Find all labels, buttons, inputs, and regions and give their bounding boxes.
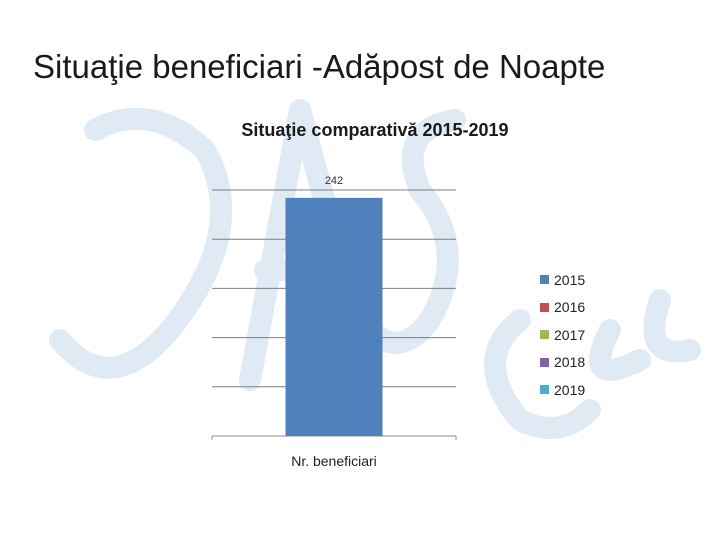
slide-title: Situaţie beneficiari -Adăpost de Noapte bbox=[33, 48, 606, 85]
legend-item-2017: 2017 bbox=[540, 321, 585, 349]
data-label: 242 bbox=[325, 175, 343, 187]
legend-swatch bbox=[540, 330, 549, 340]
legend: 2015 2016 2017 2018 2019 bbox=[540, 266, 585, 404]
category-label: Nr. beneficiari bbox=[291, 453, 377, 469]
legend-item-2018: 2018 bbox=[540, 349, 585, 377]
data-labels: 242 bbox=[325, 175, 343, 187]
legend-label: 2016 bbox=[554, 299, 586, 316]
legend-swatch bbox=[540, 385, 549, 395]
legend-swatch bbox=[540, 357, 549, 367]
legend-label: 2018 bbox=[554, 354, 586, 371]
legend-swatch bbox=[540, 275, 549, 285]
legend-item-2019: 2019 bbox=[540, 376, 585, 404]
category-labels: Nr. beneficiari bbox=[291, 453, 377, 469]
legend-label: 2015 bbox=[554, 271, 586, 288]
bar-2015 bbox=[285, 197, 383, 436]
legend-label: 2017 bbox=[554, 326, 586, 343]
legend-swatch bbox=[540, 302, 549, 312]
legend-item-2016: 2016 bbox=[540, 294, 585, 322]
bars bbox=[285, 197, 383, 436]
legend-label: 2019 bbox=[554, 381, 586, 398]
chart-title: Situaţie comparativă 2015-2019 bbox=[241, 120, 509, 140]
legend-item-2015: 2015 bbox=[540, 266, 585, 294]
